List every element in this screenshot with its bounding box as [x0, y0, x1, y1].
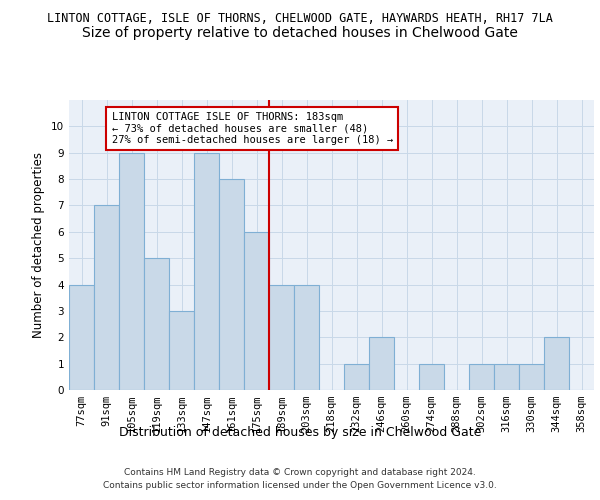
Bar — [344, 364, 369, 390]
Bar — [169, 311, 194, 390]
Bar — [544, 338, 569, 390]
Bar — [419, 364, 444, 390]
Text: Contains HM Land Registry data © Crown copyright and database right 2024.: Contains HM Land Registry data © Crown c… — [124, 468, 476, 477]
Bar — [519, 364, 544, 390]
Text: Distribution of detached houses by size in Chelwood Gate: Distribution of detached houses by size … — [119, 426, 481, 439]
Text: LINTON COTTAGE, ISLE OF THORNS, CHELWOOD GATE, HAYWARDS HEATH, RH17 7LA: LINTON COTTAGE, ISLE OF THORNS, CHELWOOD… — [47, 12, 553, 26]
Bar — [69, 284, 94, 390]
Bar — [469, 364, 494, 390]
Bar — [244, 232, 269, 390]
Text: Size of property relative to detached houses in Chelwood Gate: Size of property relative to detached ho… — [82, 26, 518, 40]
Bar — [194, 152, 219, 390]
Bar — [369, 338, 394, 390]
Bar — [144, 258, 169, 390]
Bar — [219, 179, 244, 390]
Text: LINTON COTTAGE ISLE OF THORNS: 183sqm
← 73% of detached houses are smaller (48)
: LINTON COTTAGE ISLE OF THORNS: 183sqm ← … — [112, 112, 393, 145]
Bar — [94, 206, 119, 390]
Bar — [119, 152, 144, 390]
Bar — [494, 364, 519, 390]
Bar — [269, 284, 294, 390]
Bar — [294, 284, 319, 390]
Text: Contains public sector information licensed under the Open Government Licence v3: Contains public sector information licen… — [103, 480, 497, 490]
Y-axis label: Number of detached properties: Number of detached properties — [32, 152, 46, 338]
